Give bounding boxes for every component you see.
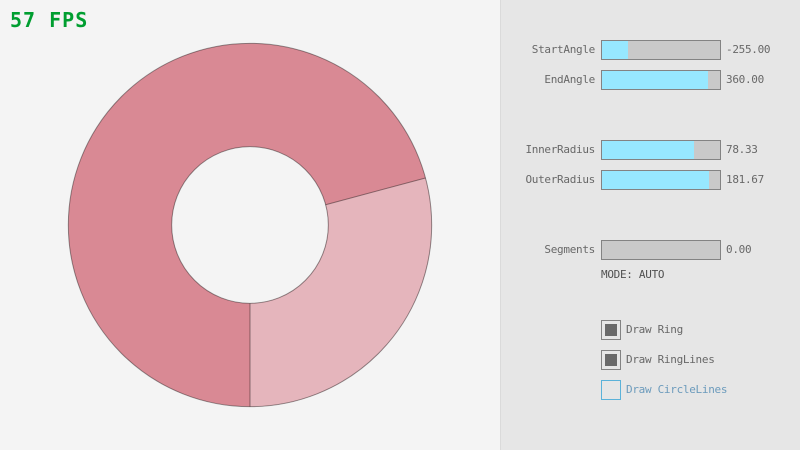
slider-fill-end-angle: [602, 71, 708, 89]
slider-label-inner-radius: InnerRadius: [525, 143, 595, 156]
slider-value-segments: 0.00: [726, 243, 752, 256]
slider-row-start-angle: StartAngle -255.00: [501, 40, 800, 60]
checkbox-draw-ring[interactable]: [601, 320, 621, 340]
slider-row-segments: Segments 0.00: [501, 240, 800, 260]
slider-fill-outer-radius: [602, 171, 709, 189]
slider-fill-inner-radius: [602, 141, 694, 159]
ring-start-angle-line: [325, 177, 426, 206]
slider-value-start-angle: -255.00: [726, 43, 771, 56]
slider-label-end-angle: EndAngle: [544, 73, 595, 86]
checkbox-label-draw-circle-lines: Draw CircleLines: [626, 383, 728, 396]
slider-fill-start-angle: [602, 41, 628, 59]
checkbox-draw-circle-lines[interactable]: [601, 380, 621, 400]
checkbox-label-draw-ring: Draw Ring: [626, 323, 683, 336]
slider-value-inner-radius: 78.33: [726, 143, 758, 156]
checkbox-row-draw-ring-lines: Draw RingLines: [501, 350, 800, 370]
checkbox-row-draw-circle-lines: Draw CircleLines: [501, 380, 800, 400]
slider-label-start-angle: StartAngle: [531, 43, 596, 56]
slider-outer-radius[interactable]: [601, 170, 721, 190]
slider-segments[interactable]: [601, 240, 721, 260]
checkbox-row-draw-ring: Draw Ring: [501, 320, 800, 340]
control-panel: StartAngle -255.00 EndAngle 360.00 InnerRadi…: [500, 0, 800, 450]
checkbox-draw-ring-lines[interactable]: [601, 350, 621, 370]
slider-label-segments: Segments: [544, 243, 595, 256]
slider-row-end-angle: EndAngle 360.00: [501, 70, 800, 90]
slider-value-end-angle: 360.00: [726, 73, 764, 86]
slider-row-inner-radius: InnerRadius 78.33: [501, 140, 800, 160]
slider-label-outer-radius: OuterRadius: [525, 173, 595, 186]
mode-label: MODE: AUTO: [601, 268, 665, 281]
ring-outer-outline: [67, 42, 433, 408]
slider-start-angle[interactable]: [601, 40, 721, 60]
ring-single-drawn-region: [250, 177, 432, 407]
checkbox-label-draw-ring-lines: Draw RingLines: [626, 353, 715, 366]
ring-figure: [67, 42, 433, 408]
check-mark-icon: [605, 354, 617, 366]
slider-end-angle[interactable]: [601, 70, 721, 90]
slider-row-outer-radius: OuterRadius 181.67: [501, 170, 800, 190]
fps-counter: 57 FPS: [10, 8, 89, 32]
ring-inner-outline: [171, 146, 329, 304]
slider-inner-radius[interactable]: [601, 140, 721, 160]
check-mark-icon: [605, 324, 617, 336]
slider-value-outer-radius: 181.67: [726, 173, 764, 186]
